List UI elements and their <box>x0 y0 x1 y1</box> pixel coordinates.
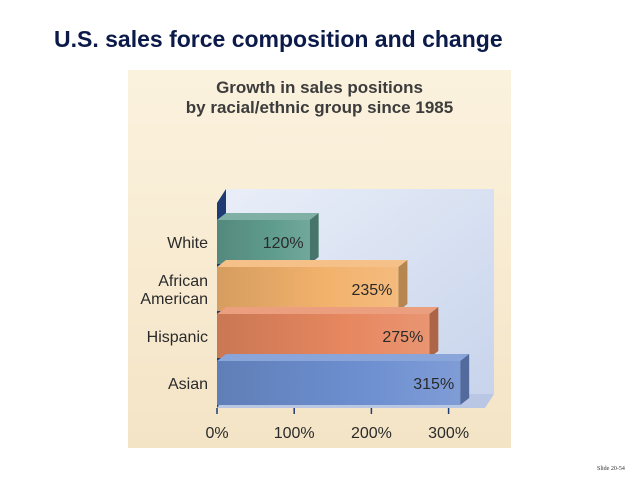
slide-title: U.S. sales force composition and change <box>54 26 503 52</box>
bar-2 <box>217 307 439 358</box>
bar-top-3 <box>217 354 470 361</box>
bar-side-1 <box>398 260 408 311</box>
category-label-0-0: White <box>167 235 208 252</box>
x-tick-label-3: 300% <box>428 425 469 442</box>
bar-front-0 <box>217 220 310 264</box>
chart-title-line-1: Growth in sales positions <box>216 78 423 97</box>
chart-title: Growth in sales positions by racial/ethn… <box>128 78 511 118</box>
data-label-2: 275% <box>382 329 423 346</box>
bar-front-1 <box>217 267 399 311</box>
chart-title-line-2: by racial/ethnic group since 1985 <box>185 98 454 117</box>
bar-front-2 <box>217 314 430 358</box>
category-label-2-0: Hispanic <box>147 329 208 346</box>
bar-side-3 <box>460 354 470 405</box>
chart-figure: Growth in sales positions by racial/ethn… <box>128 70 511 448</box>
bar-top-2 <box>217 307 439 314</box>
bar-0 <box>217 213 319 264</box>
x-tick-label-2: 200% <box>351 425 392 442</box>
bar-top-0 <box>217 213 319 220</box>
category-label-3-0: Asian <box>168 376 208 393</box>
bar-front-3 <box>217 361 461 405</box>
bar-3 <box>217 354 470 405</box>
x-tick-label-0: 0% <box>205 425 228 442</box>
bar-top-1 <box>217 260 408 267</box>
bar-1 <box>217 260 408 311</box>
slide-number: Slide 20-54 <box>597 466 625 472</box>
category-label-1-1: American <box>140 291 208 308</box>
data-label-3: 315% <box>413 376 454 393</box>
category-label-1-0: African <box>158 273 208 290</box>
data-label-1: 235% <box>351 282 392 299</box>
x-tick-label-1: 100% <box>274 425 315 442</box>
bar-side-0 <box>309 213 319 264</box>
bar-side-2 <box>429 307 439 358</box>
data-label-0: 120% <box>263 235 304 252</box>
